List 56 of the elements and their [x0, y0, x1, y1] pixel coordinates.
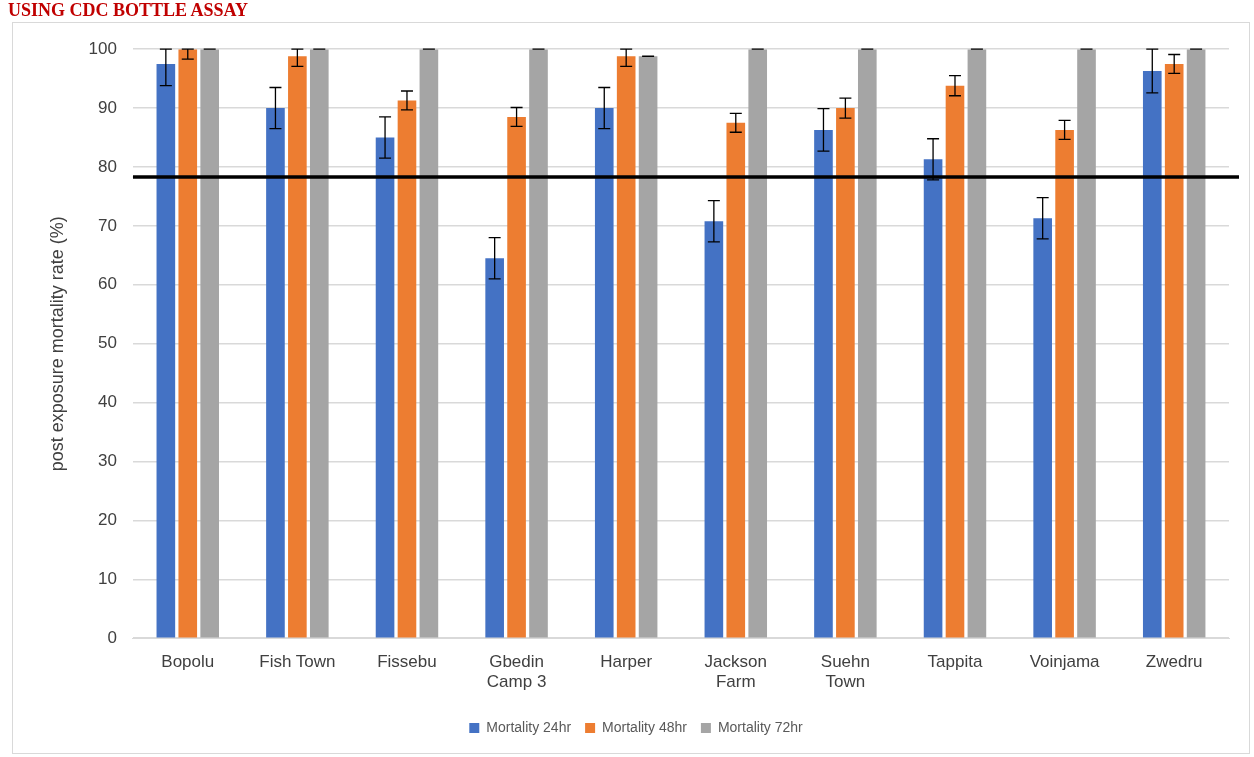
- bar: [156, 63, 176, 638]
- y-tick-label: 40: [98, 392, 117, 412]
- bar: [200, 49, 219, 638]
- bar: [945, 85, 965, 638]
- y-tick-label: 30: [98, 451, 117, 471]
- bar: [397, 100, 417, 638]
- y-axis-title: post exposure mortality rate (%): [46, 216, 67, 472]
- bar: [375, 137, 395, 638]
- bar: [923, 159, 943, 638]
- bar: [1142, 70, 1162, 638]
- bar: [748, 49, 768, 638]
- bar: [814, 129, 833, 638]
- bar: [967, 49, 987, 638]
- y-tick-label: 0: [107, 627, 117, 647]
- y-tick-label: 20: [98, 510, 117, 530]
- legend-label: Mortality 48hr: [602, 718, 688, 735]
- bar: [507, 116, 526, 638]
- x-tick-label: Gbedin Camp 3: [486, 652, 547, 692]
- x-tick-label: Voinjama: [1029, 652, 1101, 672]
- y-tick-label: 50: [98, 333, 117, 353]
- bar: [1186, 49, 1206, 638]
- bar: [309, 49, 329, 638]
- bar: [178, 49, 198, 638]
- y-tick-label: 90: [98, 97, 117, 117]
- bar: [485, 258, 504, 638]
- bar: [1164, 63, 1184, 638]
- bar: [1033, 218, 1052, 638]
- bar: [616, 56, 636, 638]
- bar: [266, 108, 285, 638]
- bar: [857, 49, 877, 638]
- legend-label: Mortality 72hr: [717, 718, 804, 735]
- bar: [594, 108, 614, 638]
- x-tick-label: Fish Town: [259, 652, 336, 672]
- legend-label: Mortality 24hr: [486, 718, 572, 735]
- y-tick-label: 80: [98, 156, 117, 176]
- bar: [288, 56, 307, 638]
- y-tick-label: 10: [98, 568, 117, 588]
- bar: [704, 221, 724, 638]
- x-tick-label: Jackson Farm: [704, 652, 767, 692]
- x-tick-label: Fissebu: [377, 652, 437, 672]
- bar: [1077, 49, 1096, 638]
- bar: [638, 56, 658, 638]
- bar: [529, 49, 548, 638]
- x-tick-label: Zwedru: [1145, 652, 1203, 672]
- x-tick-label: Bopolu: [161, 652, 215, 672]
- chart-title: USING CDC BOTTLE ASSAY: [8, 0, 248, 21]
- x-tick-label: Suehn Town: [820, 652, 870, 692]
- bar: [726, 122, 746, 638]
- x-tick-label: Tappita: [927, 652, 983, 672]
- bar: [836, 108, 855, 638]
- y-tick-label: 100: [88, 38, 117, 58]
- x-tick-label: Harper: [600, 652, 653, 672]
- bar: [1055, 129, 1074, 638]
- y-tick-label: 70: [98, 215, 117, 235]
- y-tick-label: 60: [98, 274, 117, 294]
- bar: [419, 49, 439, 638]
